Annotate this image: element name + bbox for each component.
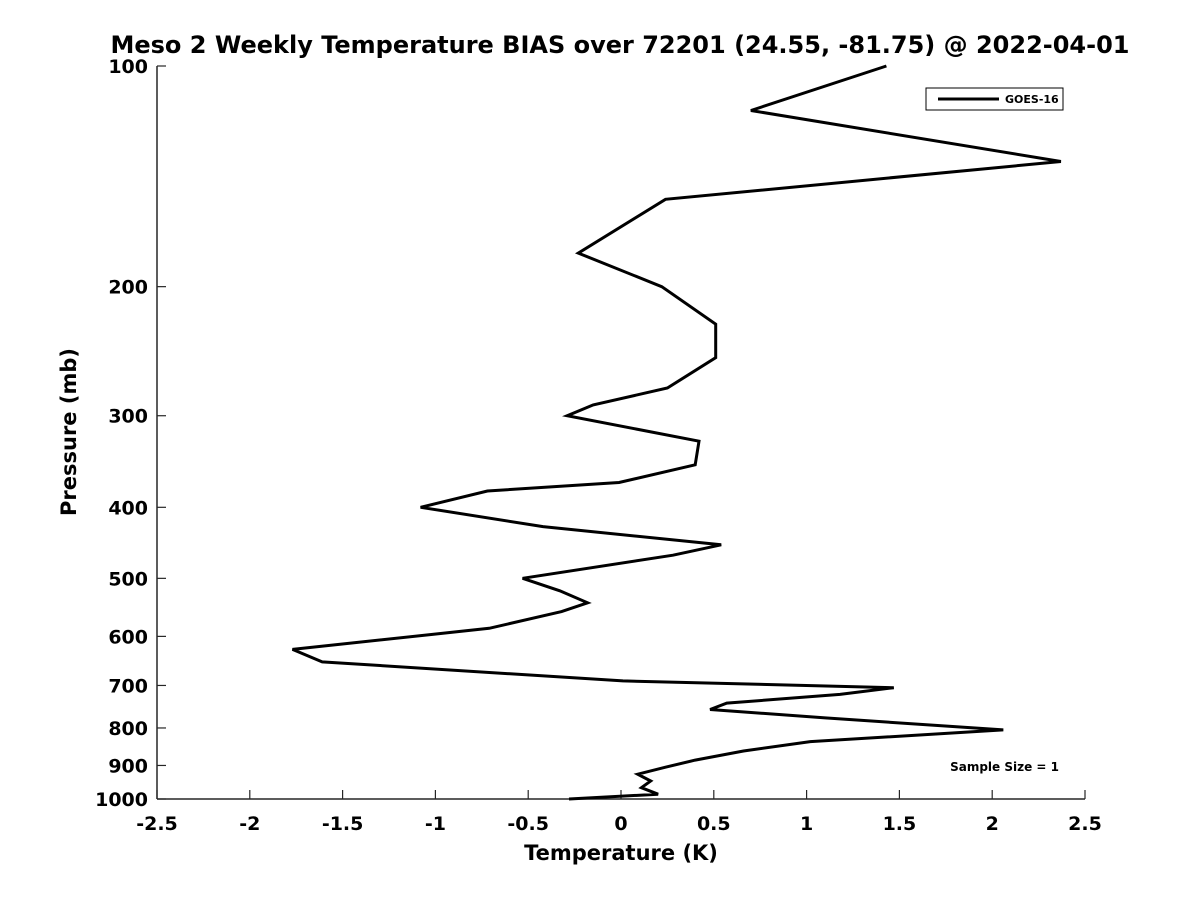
x-tick-label: -2.5 <box>136 813 178 835</box>
plot-area <box>157 66 1085 799</box>
y-tick-label: 300 <box>108 406 148 428</box>
y-tick-label: 400 <box>108 497 148 519</box>
legend: GOES-16 <box>925 87 1064 111</box>
legend-label-goes-16: GOES-16 <box>1005 93 1059 106</box>
y-axis: 100 200 300 400 500 600 700 800 900 1000 <box>95 56 166 811</box>
y-axis-label: Pressure (mb) <box>57 348 81 516</box>
x-tick-label: 1.5 <box>883 813 917 835</box>
y-tick-label: 1000 <box>95 789 148 811</box>
x-tick-label: -1.5 <box>322 813 364 835</box>
sample-size-annotation: Sample Size = 1 <box>950 760 1059 774</box>
x-tick-label: 1 <box>800 813 813 835</box>
y-tick-label: 500 <box>108 568 148 590</box>
x-axis-label: Temperature (K) <box>524 841 718 865</box>
y-tick-label: 700 <box>108 675 148 697</box>
x-tick-label: 0 <box>614 813 627 835</box>
x-axis: -2.5 -2 -1.5 -1 -0.5 0 0.5 1 1.5 2 2.5 <box>136 790 1102 835</box>
x-tick-label: 0.5 <box>697 813 731 835</box>
y-tick-label: 800 <box>108 718 148 740</box>
x-tick-label: -0.5 <box>507 813 549 835</box>
x-tick-label: -2 <box>239 813 260 835</box>
y-tick-label: 100 <box>108 56 148 78</box>
x-tick-label: 2 <box>986 813 999 835</box>
series-line-goes-16 <box>291 64 1062 801</box>
chart-title: Meso 2 Weekly Temperature BIAS over 7220… <box>110 31 1129 59</box>
y-tick-label: 900 <box>108 755 148 777</box>
y-tick-label: 200 <box>108 277 148 299</box>
x-tick-label: -1 <box>425 813 446 835</box>
y-tick-label: 600 <box>108 626 148 648</box>
x-tick-label: 2.5 <box>1068 813 1102 835</box>
